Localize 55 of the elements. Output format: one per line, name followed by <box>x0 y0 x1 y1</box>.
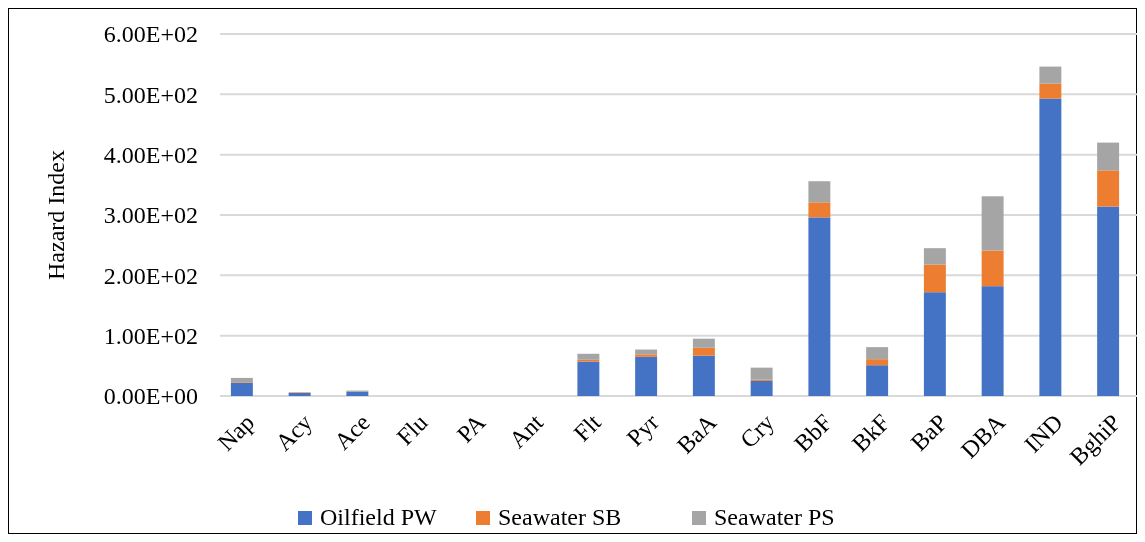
bar <box>750 367 773 380</box>
bar <box>808 181 831 203</box>
x-tick-label: Pyr <box>621 409 664 452</box>
bar <box>1097 206 1120 396</box>
bar <box>1039 66 1062 84</box>
bar <box>577 361 600 396</box>
x-tick-label: PA <box>451 408 491 448</box>
bar <box>692 338 715 348</box>
x-tick-label: Nap <box>212 409 260 456</box>
bar <box>923 292 946 396</box>
bar <box>230 377 253 383</box>
bar <box>923 264 946 293</box>
x-tick-label: Cry <box>735 409 780 453</box>
bar <box>635 356 658 396</box>
y-tick-label: 3.00E+02 <box>103 202 198 229</box>
y-tick-label: 1.00E+02 <box>103 323 198 350</box>
legend-label: Seawater SB <box>498 504 622 530</box>
legend-label: Oilfield PW <box>320 504 437 530</box>
bar <box>866 359 889 366</box>
bar <box>1097 142 1120 171</box>
bar <box>1039 83 1062 99</box>
x-tick-label: Flu <box>391 409 433 451</box>
bar <box>1039 98 1062 396</box>
bar <box>577 353 600 360</box>
bar <box>230 382 253 396</box>
bar <box>981 250 1004 287</box>
x-tick-label: BbF <box>789 409 837 457</box>
bar <box>635 354 658 357</box>
bar <box>808 202 831 218</box>
x-tick-label: BaP <box>905 409 953 456</box>
y-tick-label: 6.00E+02 <box>103 21 198 48</box>
x-tick-label: IND <box>1019 409 1068 458</box>
x-tick-label: Flt <box>568 408 607 447</box>
bar <box>808 217 831 396</box>
bar <box>923 248 946 265</box>
bar <box>866 365 889 396</box>
legend-label: Seawater PS <box>714 504 835 530</box>
bar <box>981 196 1004 251</box>
x-tick-label: BkF <box>846 409 895 457</box>
x-tick-label: Acy <box>270 409 318 456</box>
bar <box>692 347 715 356</box>
y-tick-label: 5.00E+02 <box>103 81 198 108</box>
bar <box>750 380 773 396</box>
x-tick-label: Ant <box>504 408 549 453</box>
y-tick-label: 0.00E+00 <box>103 383 198 410</box>
bar <box>866 347 889 360</box>
y-tick-label: 4.00E+02 <box>103 142 198 169</box>
bar <box>346 391 369 396</box>
x-tick-label: BaA <box>671 408 722 459</box>
y-tick-label: 2.00E+02 <box>103 262 198 289</box>
x-tick-label: Ace <box>329 409 375 455</box>
bar <box>692 355 715 396</box>
bar <box>981 286 1004 396</box>
bar <box>1097 170 1120 207</box>
y-axis-title: Hazard Index <box>43 150 69 280</box>
